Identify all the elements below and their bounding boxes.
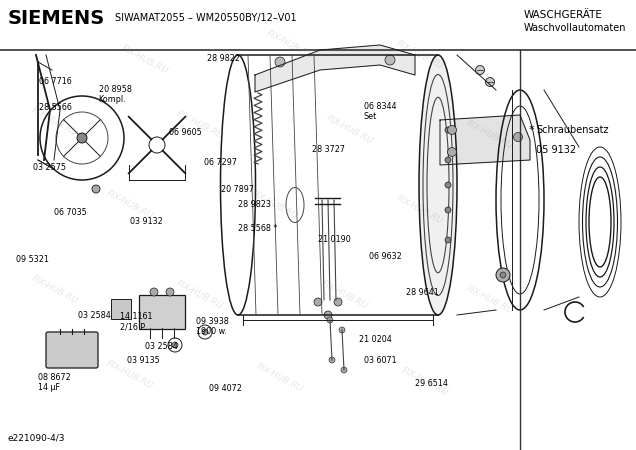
Text: FIX-HUB.RU: FIX-HUB.RU [395,194,445,226]
Text: 03 9132: 03 9132 [130,217,163,226]
Text: FIX-HUB.RU: FIX-HUB.RU [175,109,225,141]
Text: WASCHGERÄTE: WASCHGERÄTE [524,10,603,20]
Text: Kompl.: Kompl. [99,95,126,104]
Text: 03 2584: 03 2584 [145,342,177,351]
Text: 29 6514: 29 6514 [415,379,448,388]
Circle shape [448,126,457,135]
Text: 28 5568 *: 28 5568 * [238,224,278,233]
Circle shape [329,357,335,363]
Circle shape [500,272,506,278]
Text: FIX-HUB.RU: FIX-HUB.RU [105,359,155,391]
FancyBboxPatch shape [46,332,98,368]
Circle shape [445,207,451,213]
Polygon shape [255,45,415,92]
Text: 06 7035: 06 7035 [54,208,86,217]
Text: Waschvollautomaten: Waschvollautomaten [524,23,626,33]
Circle shape [327,317,333,323]
Text: FIX-HUB.RU: FIX-HUB.RU [250,189,300,221]
Circle shape [334,298,342,306]
Text: FIX-HUB.RU: FIX-HUB.RU [255,362,305,394]
Text: 03 2584: 03 2584 [78,310,110,320]
Text: 03 6071: 03 6071 [364,356,396,365]
Circle shape [202,329,208,335]
Text: FIX-HUB.RU: FIX-HUB.RU [30,274,80,306]
Text: FIX-HUB.RU: FIX-HUB.RU [105,189,155,221]
Circle shape [496,268,510,282]
Circle shape [445,182,451,188]
Text: FIX-HUB.RU: FIX-HUB.RU [400,366,450,398]
Text: 21 0204: 21 0204 [359,335,392,344]
Text: FIX-HUB.RU: FIX-HUB.RU [175,279,225,311]
Circle shape [339,327,345,333]
Text: 09 4072: 09 4072 [209,384,242,393]
Text: 14 1161: 14 1161 [120,312,152,321]
Circle shape [341,367,347,373]
FancyBboxPatch shape [111,299,131,319]
Circle shape [485,77,495,86]
Text: 08 8672: 08 8672 [38,373,71,382]
Text: 06 9605: 06 9605 [169,128,201,137]
Text: 14 µF: 14 µF [38,382,60,392]
Text: e221090-4/3: e221090-4/3 [8,433,66,442]
Text: 1900 w.: 1900 w. [196,327,227,336]
Text: FIX-HUB.RU: FIX-HUB.RU [120,44,170,76]
Text: 03 2575: 03 2575 [33,163,66,172]
Text: 09 3938: 09 3938 [196,317,228,326]
Circle shape [448,148,457,157]
Text: FIX-HUB.RU: FIX-HUB.RU [30,106,80,138]
Text: 21 0190: 21 0190 [318,235,350,244]
Text: 06 9632: 06 9632 [369,252,401,261]
Text: 28 9822: 28 9822 [207,54,240,63]
Text: 20 8958: 20 8958 [99,86,132,94]
Text: 28 9823: 28 9823 [238,200,272,209]
Text: 20 7897: 20 7897 [221,184,254,194]
Text: 06 7297: 06 7297 [204,158,237,167]
Text: 06 8344: 06 8344 [364,102,396,111]
Polygon shape [440,115,530,165]
Circle shape [314,298,322,306]
Text: 28 5566: 28 5566 [39,104,73,112]
Text: Schraubensatz: Schraubensatz [536,126,609,135]
Circle shape [476,66,485,75]
Text: 28 9641: 28 9641 [406,288,438,297]
Text: FIX-HUB.RU: FIX-HUB.RU [325,114,375,146]
Text: *: * [529,126,534,135]
Text: FIX-HUB.RU: FIX-HUB.RU [465,284,515,316]
Text: SIEMENS: SIEMENS [8,9,105,27]
Circle shape [324,311,332,319]
Circle shape [77,133,87,143]
Text: FIX-HUB.RU: FIX-HUB.RU [465,119,515,151]
Circle shape [275,57,285,67]
Circle shape [385,55,395,65]
Text: FIX-HUB.RU: FIX-HUB.RU [265,29,315,61]
Text: FIX-HUB.RU: FIX-HUB.RU [320,279,370,311]
Text: 06 7716: 06 7716 [39,76,72,86]
Text: 28 3727: 28 3727 [312,145,345,154]
Text: 03 9135: 03 9135 [127,356,160,365]
Circle shape [513,132,523,141]
Text: 2/16 P: 2/16 P [120,322,145,331]
Text: FIX-HUB.RU: FIX-HUB.RU [395,39,445,71]
Text: 09 5321: 09 5321 [16,255,49,264]
Ellipse shape [419,55,457,315]
Circle shape [166,288,174,296]
Circle shape [92,185,100,193]
Text: SIWAMAT2055 – WM20550BY/12–V01: SIWAMAT2055 – WM20550BY/12–V01 [115,13,296,23]
FancyBboxPatch shape [139,295,185,329]
Circle shape [445,157,451,163]
Circle shape [445,237,451,243]
Circle shape [445,127,451,133]
Text: Set: Set [364,112,377,121]
Circle shape [172,342,178,348]
Circle shape [150,288,158,296]
Text: 05 9132: 05 9132 [536,145,576,155]
